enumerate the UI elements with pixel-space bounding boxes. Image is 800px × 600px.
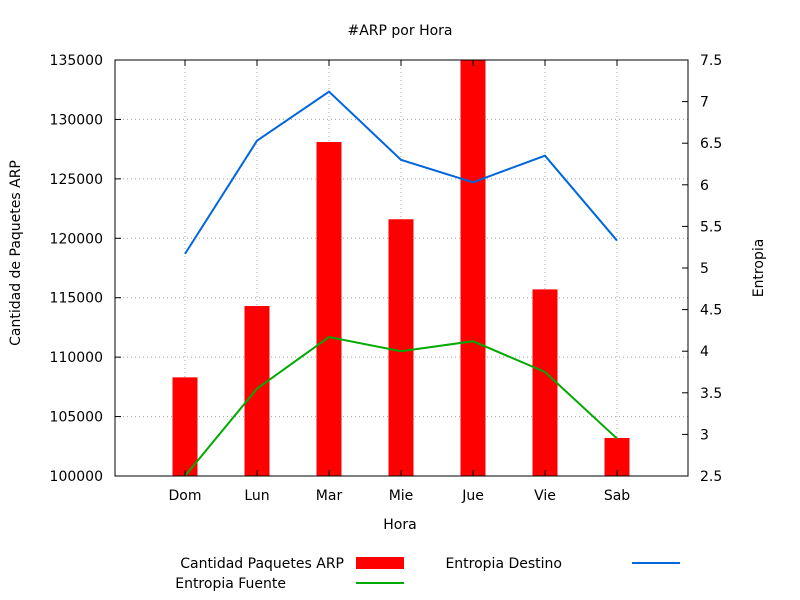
y2-tick-label: 6.5 [700,136,722,152]
y2-tick-label: 2.5 [700,469,722,485]
y-tick-label: 135000 [50,53,103,69]
bar [532,289,558,476]
x-tick-label: Lun [244,488,269,504]
bars [172,60,630,477]
y-tick-label: 130000 [50,112,103,128]
y-tick-label: 110000 [50,350,103,366]
legend-label: Entropia Destino [445,556,562,572]
x-axis-label: Hora [383,517,416,533]
x-tick-label: Mie [389,488,414,504]
chart-title: #ARP por Hora [347,23,452,39]
x-tick-label: Mar [316,488,343,504]
legend-label: Cantidad Paquetes ARP [180,556,344,572]
y-tick-label: 100000 [50,469,103,485]
y-tick-label: 115000 [50,291,103,307]
x-tick-label: Vie [534,488,556,504]
bar [172,377,198,476]
y-axis-label: Cantidad de Paquetes ARP [8,160,24,346]
axis-ticks: 100000 105000 110000 115000 120000 125000 1300… [50,53,723,504]
bar [244,306,270,476]
x-tick-label: Sab [604,488,630,504]
bar [316,142,342,477]
legend-label: Entropia Fuente [175,576,286,592]
legend: Cantidad Paquetes ARP Entropia Fuente Entr… [175,556,680,592]
y2-tick-label: 4.5 [700,303,722,319]
y2-tick-label: 4 [700,344,709,360]
bar [460,60,486,476]
x-tick-label: Jue [461,488,484,504]
y2-tick-label: 7 [700,95,709,111]
series-line [184,335,618,477]
series-lines [184,90,618,477]
y2-tick-label: 5 [700,261,709,277]
bar [388,219,414,477]
legend-swatch [356,557,404,569]
y-tick-label: 105000 [50,410,103,426]
y2-tick-label: 5.5 [700,219,722,235]
y-tick-label: 125000 [50,172,103,188]
bar [604,437,630,476]
y2-tick-label: 6 [700,178,709,194]
y2-tick-label: 3.5 [700,386,722,402]
y2-tick-label: 7.5 [700,53,722,69]
x-tick-label: Dom [169,488,202,504]
y2-tick-label: 3 [700,427,709,443]
y2-axis-label: Entropia [751,239,767,298]
y-tick-label: 120000 [50,231,103,247]
series-line [184,90,618,255]
